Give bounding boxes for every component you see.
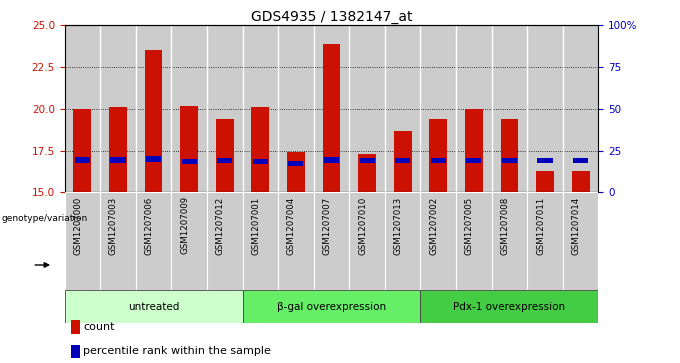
Bar [65, 290, 243, 323]
Bar [500, 119, 518, 192]
Text: GSM1207004: GSM1207004 [287, 196, 296, 254]
Bar [146, 156, 161, 162]
Bar [502, 158, 517, 163]
Bar [536, 171, 554, 192]
Text: GSM1207013: GSM1207013 [394, 196, 403, 254]
Bar [563, 25, 598, 192]
Bar [527, 192, 563, 290]
Text: GSM1207014: GSM1207014 [572, 196, 581, 254]
Bar [71, 321, 80, 334]
Text: GSM1207008: GSM1207008 [500, 196, 509, 254]
Bar [563, 192, 598, 290]
Bar [322, 44, 341, 192]
Bar [573, 158, 588, 163]
Bar [324, 157, 339, 163]
Bar [278, 25, 313, 192]
Bar [100, 25, 136, 192]
Bar [456, 192, 492, 290]
Text: GSM1207000: GSM1207000 [73, 196, 82, 254]
Text: GSM1207002: GSM1207002 [429, 196, 438, 254]
Bar [278, 192, 313, 290]
Bar [109, 107, 127, 192]
Bar [466, 158, 481, 163]
Bar [216, 119, 234, 192]
Bar [71, 345, 80, 359]
Text: count: count [83, 322, 115, 332]
Bar [420, 25, 456, 192]
Bar [288, 161, 303, 166]
Bar [360, 159, 375, 163]
Bar [207, 25, 243, 192]
Bar [456, 25, 492, 192]
Bar [537, 158, 553, 163]
Bar [171, 192, 207, 290]
Bar [430, 158, 446, 163]
Text: genotype/variation: genotype/variation [1, 214, 88, 223]
Bar [572, 171, 590, 192]
Text: GSM1207012: GSM1207012 [216, 196, 224, 254]
Text: percentile rank within the sample: percentile rank within the sample [83, 346, 271, 356]
Bar [429, 119, 447, 192]
Bar [217, 158, 233, 163]
Text: GSM1207003: GSM1207003 [109, 196, 118, 254]
Bar [65, 192, 100, 290]
Text: GSM1207009: GSM1207009 [180, 196, 189, 254]
Bar [385, 192, 420, 290]
Bar [243, 25, 278, 192]
Text: Pdx-1 overexpression: Pdx-1 overexpression [454, 302, 566, 312]
Bar [492, 25, 527, 192]
Bar [527, 25, 563, 192]
Bar [100, 192, 136, 290]
Bar [207, 192, 243, 290]
Bar [287, 152, 305, 192]
Bar [385, 25, 420, 192]
Bar [171, 25, 207, 192]
Bar [65, 25, 100, 192]
Text: GSM1207006: GSM1207006 [145, 196, 154, 254]
Bar [73, 109, 91, 192]
Bar [252, 107, 269, 192]
Bar [358, 154, 376, 192]
Bar [313, 25, 350, 192]
Bar [136, 25, 171, 192]
Bar [243, 192, 278, 290]
Bar [420, 290, 598, 323]
Bar [313, 192, 350, 290]
Text: GSM1207007: GSM1207007 [322, 196, 332, 254]
Bar [394, 131, 411, 192]
Bar [395, 158, 410, 163]
Bar [350, 25, 385, 192]
Title: GDS4935 / 1382147_at: GDS4935 / 1382147_at [251, 11, 412, 24]
Text: GSM1207005: GSM1207005 [465, 196, 474, 254]
Bar [350, 192, 385, 290]
Text: GSM1207001: GSM1207001 [252, 196, 260, 254]
Bar [145, 50, 163, 192]
Bar [75, 157, 90, 163]
Bar [180, 106, 198, 192]
Bar [420, 192, 456, 290]
Text: GSM1207011: GSM1207011 [536, 196, 545, 254]
Text: GSM1207010: GSM1207010 [358, 196, 367, 254]
Bar [465, 109, 483, 192]
Bar [243, 290, 420, 323]
Bar [136, 192, 171, 290]
Bar [182, 159, 197, 164]
Text: β-gal overexpression: β-gal overexpression [277, 302, 386, 312]
Bar [110, 157, 126, 163]
Bar [253, 159, 268, 164]
Text: untreated: untreated [128, 302, 180, 312]
Bar [492, 192, 527, 290]
